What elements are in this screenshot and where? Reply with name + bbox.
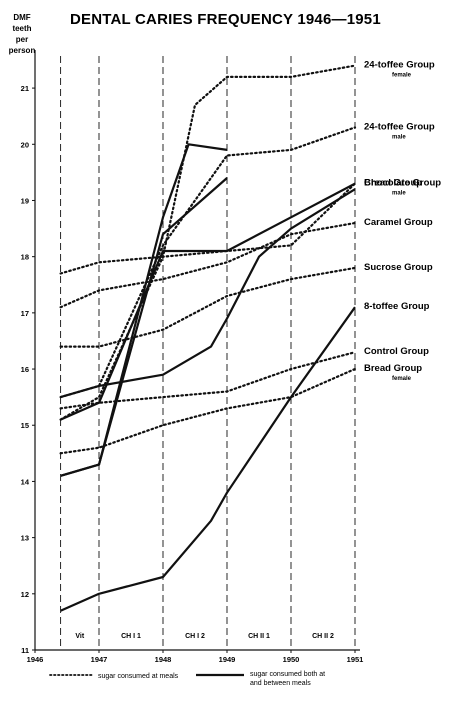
series-line bbox=[60, 306, 356, 612]
period-label: CH I 2 bbox=[185, 633, 205, 640]
series-sublabel: male bbox=[392, 191, 406, 197]
y-tick-label: 20 bbox=[21, 140, 29, 149]
x-tick-labels: 1946 1947 1948 1949 1950 1951 bbox=[27, 650, 364, 664]
series-labels: 24-toffee Group female 24-toffee Group male… bbox=[364, 60, 441, 382]
legend-dotted-label: sugar consumed at meals bbox=[98, 673, 179, 680]
x-tick-label: 1947 bbox=[91, 655, 108, 664]
y-tick-label: 14 bbox=[21, 477, 30, 486]
series-label: Chocolate Group bbox=[364, 178, 441, 189]
axes bbox=[34, 50, 360, 651]
y-tick-label: 16 bbox=[21, 365, 29, 374]
series-label: 24-toffee Group bbox=[364, 121, 435, 132]
series-lines bbox=[59, 64, 357, 612]
series-label: Bread Group bbox=[364, 178, 422, 189]
period-label: CH II 2 bbox=[312, 633, 334, 640]
y-tick-label: 17 bbox=[21, 309, 29, 318]
series-label: Control Group bbox=[364, 346, 429, 357]
series-line bbox=[59, 221, 357, 309]
series-line bbox=[59, 351, 357, 410]
series-sublabel: female bbox=[392, 73, 412, 79]
y-tick-label: 11 bbox=[21, 646, 29, 655]
series-label: Sucrose Group bbox=[364, 262, 433, 273]
y-tick-label: 19 bbox=[21, 196, 29, 205]
period-label: CH II 1 bbox=[248, 633, 270, 640]
series-line bbox=[60, 188, 356, 399]
series-label: 8-toffee Group bbox=[364, 301, 430, 312]
series-line bbox=[60, 143, 228, 477]
series-sublabel: female bbox=[392, 376, 412, 382]
period-lines bbox=[60, 56, 356, 650]
series-label: Caramel Group bbox=[364, 217, 433, 228]
period-label: CH I 1 bbox=[121, 633, 141, 640]
series-sublabel: male bbox=[392, 134, 406, 140]
x-tick-label: 1949 bbox=[219, 655, 236, 664]
y-tick-label: 18 bbox=[21, 253, 29, 262]
period-label: Vit bbox=[75, 633, 84, 640]
x-tick-label: 1950 bbox=[283, 655, 300, 664]
y-axis-label: DMF teeth per person bbox=[9, 13, 36, 55]
x-tick-label: 1946 bbox=[27, 655, 44, 664]
y-tick-label: 21 bbox=[21, 84, 29, 93]
series-line bbox=[59, 266, 357, 348]
y-axis-label-line: teeth bbox=[12, 24, 31, 33]
y-axis-label-line: DMF bbox=[13, 13, 30, 22]
series-label: 24-toffee Group bbox=[364, 60, 435, 71]
x-tick-label: 1951 bbox=[347, 655, 364, 664]
y-tick-labels: 11 12 13 14 15 16 17 18 19 20 21 bbox=[21, 84, 35, 655]
period-labels: Vit CH I 1 CH I 2 CH II 1 CH II 2 bbox=[75, 633, 334, 640]
series-line bbox=[59, 64, 357, 421]
chart-title: DENTAL CARIES FREQUENCY 1946—1951 bbox=[70, 11, 381, 28]
series-line bbox=[59, 182, 357, 275]
y-tick-label: 13 bbox=[21, 534, 29, 543]
legend-solid-label-line: sugar consumed both at bbox=[250, 671, 325, 678]
x-tick-label: 1948 bbox=[155, 655, 172, 664]
legend-solid-label-line: and between meals bbox=[250, 680, 311, 687]
series-line bbox=[60, 182, 356, 421]
y-axis-label-line: per bbox=[16, 35, 28, 44]
series-line bbox=[59, 367, 357, 455]
y-axis-label-line: person bbox=[9, 46, 36, 55]
y-tick-label: 15 bbox=[21, 421, 29, 430]
y-tick-label: 12 bbox=[21, 590, 29, 599]
legend-solid-label: sugar consumed both at and between meals bbox=[250, 671, 327, 687]
legend: sugar consumed at meals sugar consumed b… bbox=[49, 671, 327, 687]
series-label: Bread Group bbox=[364, 363, 422, 374]
